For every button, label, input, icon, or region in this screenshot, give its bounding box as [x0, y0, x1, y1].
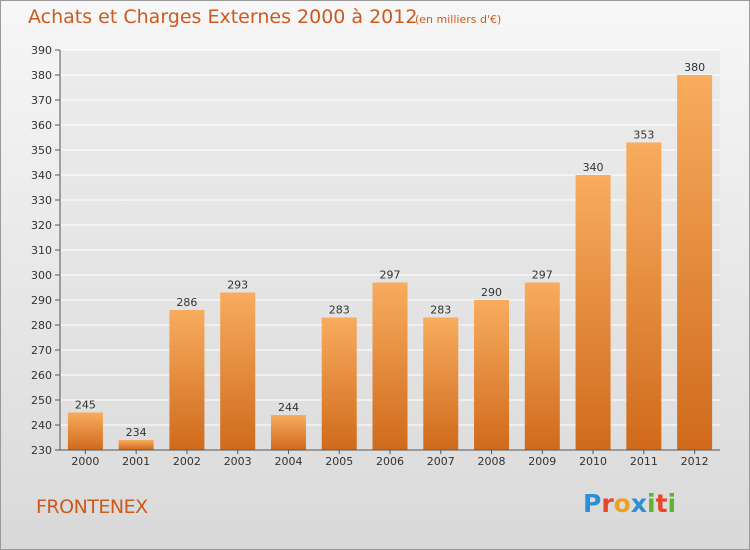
x-tick-label: 2009 — [528, 455, 556, 468]
x-tick-label: 2008 — [478, 455, 506, 468]
bar — [169, 310, 205, 450]
bar-value-label: 353 — [633, 129, 654, 142]
x-tick-label: 2006 — [376, 455, 404, 468]
y-tick-label: 290 — [31, 294, 52, 307]
x-tick-label: 2004 — [274, 455, 302, 468]
y-tick-label: 270 — [31, 344, 52, 357]
bar — [524, 282, 560, 450]
bar-value-label: 297 — [532, 269, 553, 282]
bar-value-label: 286 — [176, 296, 197, 309]
proxiti-logo: Proxiti — [583, 489, 677, 518]
chart-subtitle: (en milliers d'€) — [415, 13, 502, 26]
y-tick-label: 390 — [31, 44, 52, 57]
bar-value-label: 297 — [380, 269, 401, 282]
bar — [270, 415, 306, 450]
y-tick-label: 330 — [31, 194, 52, 207]
x-tick-label: 2003 — [224, 455, 252, 468]
bar-value-label: 283 — [329, 304, 350, 317]
y-tick-label: 340 — [31, 169, 52, 182]
y-tick-label: 230 — [31, 444, 52, 457]
bar — [118, 440, 154, 450]
x-tick-label: 2002 — [173, 455, 201, 468]
y-tick-label: 240 — [31, 419, 52, 432]
bar — [372, 282, 408, 450]
bar-value-label: 234 — [126, 426, 147, 439]
y-tick-label: 300 — [31, 269, 52, 282]
bar — [575, 175, 611, 450]
y-tick-label: 250 — [31, 394, 52, 407]
x-tick-label: 2005 — [325, 455, 353, 468]
y-tick-label: 260 — [31, 369, 52, 382]
bar — [626, 142, 662, 450]
bar-value-label: 380 — [684, 61, 705, 74]
bar — [220, 292, 256, 450]
y-tick-label: 370 — [31, 94, 52, 107]
bar-value-label: 340 — [583, 161, 604, 174]
y-tick-label: 350 — [31, 144, 52, 157]
bar — [423, 317, 459, 450]
x-tick-label: 2011 — [630, 455, 658, 468]
bar-value-label: 244 — [278, 401, 299, 414]
commune-name: FRONTENEX — [36, 496, 148, 518]
bar — [474, 300, 510, 450]
y-tick-label: 310 — [31, 244, 52, 257]
x-tick-label: 2007 — [427, 455, 455, 468]
x-tick-label: 2000 — [71, 455, 99, 468]
x-tick-label: 2010 — [579, 455, 607, 468]
bar-value-label: 283 — [430, 304, 451, 317]
bar — [677, 75, 713, 450]
bar — [67, 412, 103, 450]
y-tick-label: 280 — [31, 319, 52, 332]
y-tick-label: 380 — [31, 69, 52, 82]
y-tick-label: 320 — [31, 219, 52, 232]
bar — [321, 317, 357, 450]
x-tick-label: 2012 — [681, 455, 709, 468]
chart-title: Achats et Charges Externes 2000 à 2012 — [28, 6, 418, 28]
x-tick-label: 2001 — [122, 455, 150, 468]
bar-value-label: 245 — [75, 399, 96, 412]
bar-value-label: 290 — [481, 286, 502, 299]
y-tick-label: 360 — [31, 119, 52, 132]
bar-value-label: 293 — [227, 279, 248, 292]
